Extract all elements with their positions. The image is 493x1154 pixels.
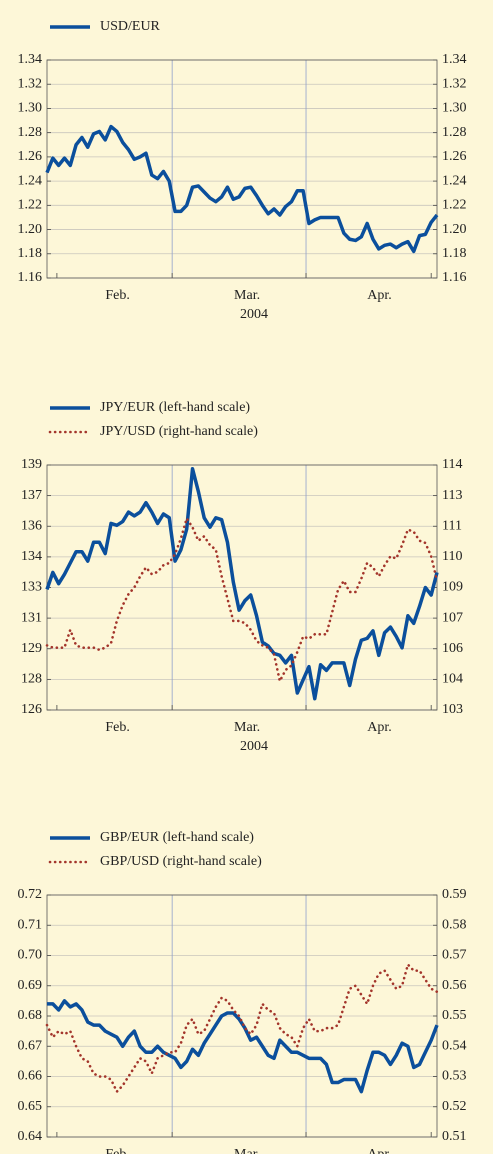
y2-tick-label: 0.57 — [442, 948, 467, 963]
y2-tick-label: 0.55 — [442, 1008, 467, 1023]
y2-tick-label: 104 — [442, 672, 463, 687]
y-tick-label: 0.70 — [18, 948, 43, 963]
series-line — [45, 515, 439, 685]
y-tick-label: 1.30 — [18, 101, 43, 116]
y2-tick-label: 1.34 — [442, 52, 467, 67]
y-tick-label: 0.65 — [18, 1099, 43, 1114]
y-tick-label: 134 — [21, 549, 42, 564]
y-tick-label: 137 — [21, 488, 42, 503]
month-label: Apr. — [367, 720, 392, 735]
month-label: Apr. — [367, 1147, 392, 1154]
series-line — [47, 999, 439, 1094]
y-tick-label: 1.24 — [18, 173, 43, 188]
y2-tick-label: 107 — [442, 610, 463, 625]
y2-tick-label: 1.30 — [442, 101, 467, 116]
y2-tick-label: 1.26 — [442, 149, 467, 164]
y-tick-label: 0.64 — [18, 1129, 43, 1144]
y2-tick-label: 111 — [442, 518, 462, 533]
y-tick-label: 126 — [21, 702, 42, 717]
y2-tick-label: 0.52 — [442, 1099, 467, 1114]
y2-tick-label: 1.18 — [442, 246, 467, 261]
x-axis-label: 2004 — [240, 739, 268, 754]
y-tick-label: 129 — [21, 641, 42, 656]
y-tick-label: 1.20 — [18, 222, 43, 237]
y-tick-label: 0.71 — [18, 917, 43, 932]
legend-label: GBP/USD (right-hand scale) — [100, 854, 262, 869]
legend-label: GBP/EUR (left-hand scale) — [100, 830, 254, 845]
y-tick-label: 0.68 — [18, 1008, 43, 1023]
y-tick-label: 0.69 — [18, 978, 43, 993]
month-label: Mar. — [234, 720, 260, 735]
y-tick-label: 1.16 — [18, 270, 43, 285]
y2-tick-label: 106 — [442, 641, 463, 656]
y2-tick-label: 0.53 — [442, 1069, 467, 1084]
y-tick-label: 1.28 — [18, 125, 43, 140]
y2-tick-label: 0.51 — [442, 1129, 467, 1144]
y-tick-label: 1.32 — [18, 76, 43, 91]
y2-tick-label: 109 — [442, 580, 463, 595]
y2-tick-label: 110 — [442, 549, 462, 564]
y2-tick-label: 114 — [442, 457, 462, 472]
legend-label: USD/EUR — [100, 19, 161, 34]
y-tick-label: 1.18 — [18, 246, 43, 261]
y2-tick-label: 1.24 — [442, 173, 467, 188]
series-line — [45, 124, 439, 254]
y-tick-label: 1.22 — [18, 198, 43, 213]
y-tick-label: 0.66 — [18, 1069, 43, 1084]
month-label: Feb. — [105, 288, 130, 303]
y2-tick-label: 1.28 — [442, 125, 467, 140]
y-tick-label: 0.67 — [18, 1038, 43, 1053]
y2-tick-label: 113 — [442, 488, 462, 503]
y-tick-label: 136 — [21, 518, 42, 533]
month-label: Feb. — [105, 720, 130, 735]
y2-tick-label: 1.16 — [442, 270, 467, 285]
y-tick-label: 0.72 — [18, 887, 43, 902]
x-axis-label: 2004 — [240, 307, 268, 322]
month-label: Apr. — [367, 288, 392, 303]
y2-tick-label: 1.22 — [442, 198, 467, 213]
month-label: Mar. — [234, 288, 260, 303]
y-tick-label: 133 — [21, 580, 42, 595]
month-label: Mar. — [234, 1147, 260, 1154]
series-line — [45, 467, 439, 701]
y2-tick-label: 1.20 — [442, 222, 467, 237]
y2-tick-label: 103 — [442, 702, 463, 717]
legend-label: JPY/USD (right-hand scale) — [100, 424, 258, 439]
y-tick-label: 131 — [21, 610, 42, 625]
y-tick-label: 128 — [21, 672, 42, 687]
y2-tick-label: 0.54 — [442, 1038, 467, 1053]
legend-label: JPY/EUR (left-hand scale) — [100, 400, 250, 415]
y-tick-label: 139 — [21, 457, 42, 472]
y2-tick-label: 0.56 — [442, 978, 467, 993]
month-label: Feb. — [105, 1147, 130, 1154]
y-tick-label: 1.34 — [18, 52, 43, 67]
y2-tick-label: 0.58 — [442, 917, 467, 932]
y2-tick-label: 1.32 — [442, 76, 467, 91]
plot-border — [46, 894, 438, 1138]
y2-tick-label: 0.59 — [442, 887, 467, 902]
y-tick-label: 1.26 — [18, 149, 43, 164]
plot-area — [47, 60, 437, 278]
